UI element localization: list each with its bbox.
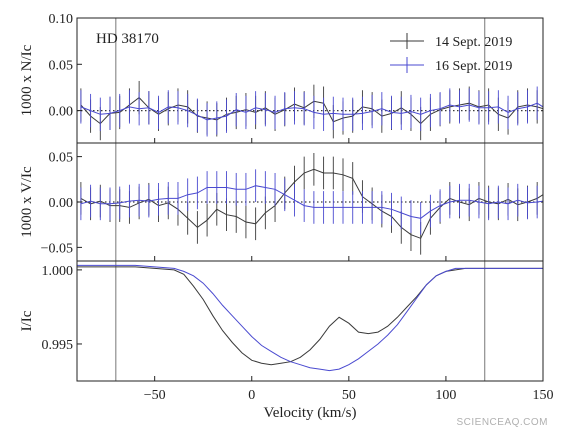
legend-label-14-sept: 14 Sept. 2019 — [435, 35, 512, 50]
x-tick-label-4: 150 — [533, 388, 554, 403]
legend-item-16-sept: 16 Sept. 2019 — [390, 57, 512, 74]
series-line-N-1 — [80, 102, 543, 121]
y-tick-label-N-1: 0.05 — [49, 58, 74, 73]
panel-data-V — [80, 152, 543, 255]
watermark: SCIENCEAQ.COM — [456, 417, 548, 428]
panel-I: 1.000 0.995 I/Ic — [19, 260, 544, 382]
series-line-I-0 — [77, 266, 543, 366]
y-tick-label-V-2: −0.05 — [41, 241, 73, 256]
star-name-label: HD 38170 — [96, 31, 159, 47]
legend-item-14-sept: 14 Sept. 2019 — [390, 33, 512, 50]
y-axis-label-N: 1000 x N/Ic — [19, 44, 35, 116]
x-tick-label-3: 100 — [435, 388, 456, 403]
legend: 14 Sept. 2019 16 Sept. 2019 — [390, 33, 512, 74]
panel-frame-I — [76, 260, 544, 382]
y-tick-label-I-1: 0.995 — [42, 338, 74, 353]
y-tick-label-V-0: 0.05 — [49, 151, 74, 166]
y-tick-label-N-0: 0.10 — [49, 12, 74, 27]
x-tick-label-2: 50 — [342, 388, 356, 403]
x-axis-label: Velocity (km/s) — [264, 405, 357, 421]
x-tick-label-1: 0 — [248, 388, 255, 403]
series-line-V-0 — [80, 168, 543, 239]
legend-label-16-sept: 16 Sept. 2019 — [435, 59, 512, 74]
y-axis-label-V: 1000 x V/Ic — [19, 166, 35, 238]
panel-V: 0.05 0.00 −0.05 1000 x V/Ic — [19, 142, 544, 262]
x-tick-label-0: −50 — [144, 388, 166, 403]
panel-data-I — [77, 264, 543, 372]
panel-data-N — [80, 80, 543, 141]
series-line-I-1 — [77, 264, 543, 372]
y-tick-label-V-1: 0.00 — [49, 196, 74, 211]
panel-N: 0.10 0.05 0.00 1000 x N/Ic — [19, 12, 544, 144]
y-tick-label-I-0: 1.000 — [42, 264, 74, 279]
y-axis-label-I: I/Ic — [19, 310, 35, 331]
y-tick-label-N-2: 0.00 — [49, 105, 74, 120]
